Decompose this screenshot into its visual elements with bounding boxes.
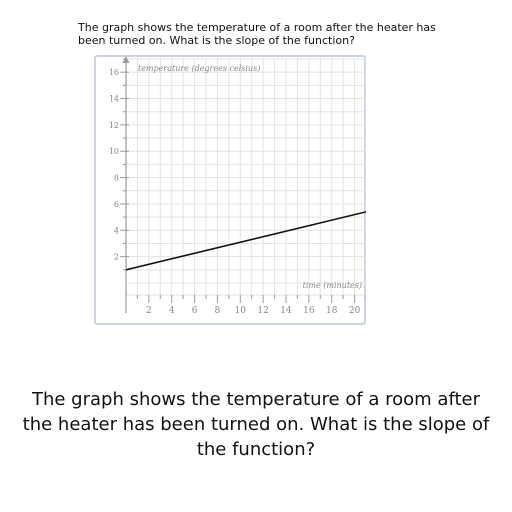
- question-text-bottom: The graph shows the temperature of a roo…: [22, 389, 490, 460]
- y-tick-label: 6: [114, 200, 119, 209]
- y-tick-label: 8: [114, 174, 119, 183]
- x-tick-label: 6: [192, 306, 198, 316]
- x-axis-label: time (minutes): [303, 281, 362, 290]
- x-tick-label: 20: [349, 306, 361, 316]
- y-axis-label: temperature (degrees celsius): [138, 64, 260, 73]
- y-tick-label: 12: [109, 121, 119, 130]
- temperature-line: [125, 211, 366, 271]
- temperature-graph: 2 4 6 8 10 12 14 16 2 4 6 8 10 12 14 16 18 20 temperature…: [109, 56, 366, 316]
- tick-labels: 2 4 6 8 10 12 14 16 2 4 6 8 10 12 14 16 18 20: [109, 68, 361, 316]
- tick-marks: [120, 58, 366, 303]
- x-tick-label: 12: [257, 306, 268, 316]
- axes: [122, 56, 366, 313]
- x-tick-label: 8: [215, 306, 221, 316]
- y-tick-label: 10: [109, 147, 119, 156]
- x-tick-label: 14: [280, 306, 292, 316]
- question-text-top: The graph shows the temperature of a roo…: [78, 21, 436, 47]
- y-tick-label: 2: [114, 253, 119, 262]
- series: [125, 211, 366, 271]
- y-tick-label: 16: [109, 68, 119, 77]
- y-tick-label: 14: [109, 95, 119, 104]
- x-tick-label: 10: [235, 306, 247, 316]
- x-tick-label: 4: [169, 306, 175, 316]
- x-tick-label: 18: [326, 306, 338, 316]
- grid-lines: [126, 58, 366, 296]
- x-tick-label: 16: [303, 306, 315, 316]
- y-tick-label: 4: [114, 226, 119, 235]
- x-tick-label: 2: [146, 306, 152, 316]
